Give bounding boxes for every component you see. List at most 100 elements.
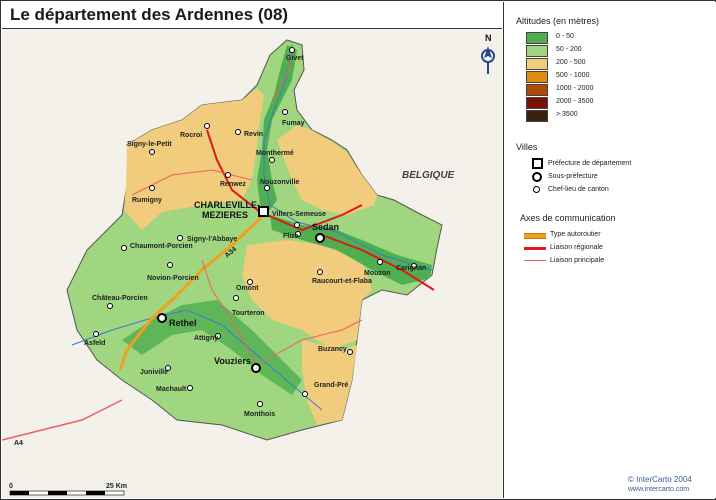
- aisne-valley: [122, 300, 302, 395]
- map-title: Le département des Ardennes (08): [10, 5, 289, 24]
- revin-label: Revin: [244, 131, 263, 138]
- fumay-label: Fumay: [282, 120, 305, 127]
- scale-bar: 0 25 Km: [9, 483, 127, 496]
- nouzonville-marker[interactable]: [264, 185, 270, 191]
- axes-label-1: Liaison régionale: [550, 244, 603, 251]
- meuse-valley: [257, 45, 297, 210]
- nouzonville-label: Nouzonville: [260, 179, 299, 186]
- rocroi-marker[interactable]: [204, 123, 210, 129]
- vouziers-marker[interactable]: [251, 363, 261, 373]
- signy-labbaye-label: Signy-l'Abbaye: [187, 236, 237, 243]
- rethel-marker[interactable]: [157, 313, 167, 323]
- aisne-river: [71, 309, 323, 411]
- grand-pre-label: Grand-Pré: [314, 382, 348, 389]
- altitude-swatch-5: [526, 97, 548, 109]
- upland-area-southeast: [302, 340, 357, 425]
- rumigny-label: Rumigny: [132, 197, 162, 204]
- machault-label: Machault: [156, 386, 187, 393]
- altitude-label-3: 500 - 1000: [556, 72, 590, 79]
- prefecture-label-2: MEZIERES: [202, 210, 248, 220]
- asfeld-label: Asfeld: [84, 340, 105, 347]
- chateau-porcien-marker[interactable]: [107, 303, 113, 309]
- omont-marker[interactable]: [247, 279, 253, 285]
- main-road-south: [201, 259, 258, 366]
- fumay-marker[interactable]: [282, 109, 288, 115]
- motorway-a34: [118, 213, 266, 371]
- main-road-north-givet: [271, 49, 293, 101]
- renwez-label: Renwez: [220, 181, 247, 188]
- prefecture-marker[interactable]: [258, 206, 269, 217]
- juniville-marker[interactable]: [165, 365, 171, 371]
- raucourt-marker[interactable]: [317, 269, 323, 275]
- chateau-porcien-label: Château-Porcien: [92, 295, 148, 302]
- country-label: BELGIQUE: [402, 170, 455, 181]
- altitude-swatch-6: [526, 110, 548, 122]
- altitude-label-6: > 3500: [556, 111, 578, 118]
- novion-porcien-marker[interactable]: [167, 262, 173, 268]
- axes-label-2: Liaison principale: [550, 257, 605, 264]
- asfeld-marker[interactable]: [93, 331, 99, 337]
- montherme-marker[interactable]: [269, 157, 275, 163]
- prefecture-legend-icon: [532, 158, 543, 169]
- givet-label: Givet: [286, 55, 304, 62]
- canton-legend-icon: [533, 186, 540, 193]
- mouzon-marker[interactable]: [377, 259, 383, 265]
- attigny-label: Attigny: [194, 335, 218, 342]
- renwez-marker[interactable]: [225, 172, 231, 178]
- chaumont-porcien-marker[interactable]: [121, 245, 127, 251]
- rumigny-marker[interactable]: [149, 185, 155, 191]
- givet-marker[interactable]: [289, 47, 295, 53]
- monthois-marker[interactable]: [257, 401, 263, 407]
- scale-label: 25 Km: [106, 483, 127, 490]
- sedan-marker[interactable]: [315, 233, 325, 243]
- signy-labbaye-marker[interactable]: [177, 235, 183, 241]
- tourteron-label: Tourteron: [232, 310, 265, 317]
- altitude-swatch-2: [526, 58, 548, 70]
- buzancy-marker[interactable]: [347, 349, 353, 355]
- chaumont-porcien-label: Chaumont-Porcien: [130, 243, 193, 250]
- north-arrow-icon: N: [481, 33, 495, 74]
- upland-area: [124, 88, 264, 230]
- credit-brand: © InterCarto 2004: [628, 475, 692, 484]
- motorway-legend-icon: [524, 233, 546, 239]
- villers-semeuse-marker[interactable]: [294, 222, 300, 228]
- attigny-marker[interactable]: [215, 333, 221, 339]
- main-road-se: [256, 319, 363, 366]
- rethel-label: Rethel: [169, 318, 197, 328]
- altitude-label-2: 200 - 500: [556, 59, 586, 66]
- novion-porcien-label: Novion-Porcien: [147, 275, 199, 282]
- flize-marker[interactable]: [295, 231, 301, 237]
- prefecture-label-1: CHARLEVILLE-: [194, 200, 260, 210]
- altitude-swatch-4: [526, 84, 548, 96]
- altitude-swatch-1: [526, 45, 548, 57]
- revin-marker[interactable]: [235, 129, 241, 135]
- sedan-label: Sedan: [312, 222, 339, 232]
- mouzon-label: Mouzon: [364, 270, 390, 277]
- vouziers-label: Vouziers: [214, 356, 251, 366]
- upland-area-south: [242, 240, 372, 350]
- svg-text:N: N: [485, 33, 492, 43]
- altitude-label-1: 50 - 200: [556, 46, 582, 53]
- villes-label-1: Sous-préfecture: [548, 173, 598, 180]
- regional-road-legend-icon: [524, 247, 546, 250]
- upland-area-east: [277, 125, 377, 215]
- axes-legend-title: Axes de communication: [520, 213, 616, 223]
- scale-zero: 0: [9, 483, 13, 490]
- villes-legend-title: Villes: [516, 142, 538, 152]
- montherme-label: Monthermé: [256, 150, 294, 157]
- altitude-label-4: 1000 - 2000: [556, 85, 594, 92]
- credit-url[interactable]: www.intercarto.com: [628, 486, 690, 493]
- tourteron-marker[interactable]: [233, 295, 239, 301]
- axes-label-0: Type autoroutier: [550, 231, 601, 238]
- villes-label-0: Préfecture de département: [548, 160, 632, 167]
- raucourt-label: Raucourt-et-Flaba: [312, 278, 372, 285]
- altitude-label-5: 2000 - 3500: [556, 98, 594, 105]
- grand-pre-marker[interactable]: [302, 391, 308, 397]
- legend-panel: Altitudes (en mètres) 0 - 50 50 - 200 20…: [503, 2, 716, 498]
- signy-le-petit-marker[interactable]: [149, 149, 155, 155]
- machault-marker[interactable]: [187, 385, 193, 391]
- altitude-label-0: 0 - 50: [556, 33, 574, 40]
- juniville-label: Juniville: [140, 369, 168, 376]
- map-svg: BELGIQUE A34 A4 CHARLEVILLE- MEZIERES Se…: [2, 29, 502, 498]
- carignan-marker[interactable]: [411, 263, 417, 269]
